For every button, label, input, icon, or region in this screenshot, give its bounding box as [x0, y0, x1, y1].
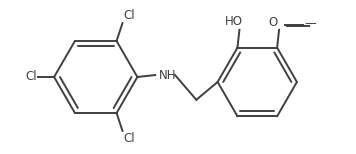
Text: Cl: Cl — [124, 132, 135, 145]
Text: HO: HO — [225, 15, 242, 28]
Text: Cl: Cl — [124, 9, 135, 22]
Text: NH: NH — [159, 69, 177, 81]
Text: Cl: Cl — [26, 71, 37, 83]
Text: O: O — [269, 16, 278, 29]
Text: —: — — [305, 17, 316, 30]
